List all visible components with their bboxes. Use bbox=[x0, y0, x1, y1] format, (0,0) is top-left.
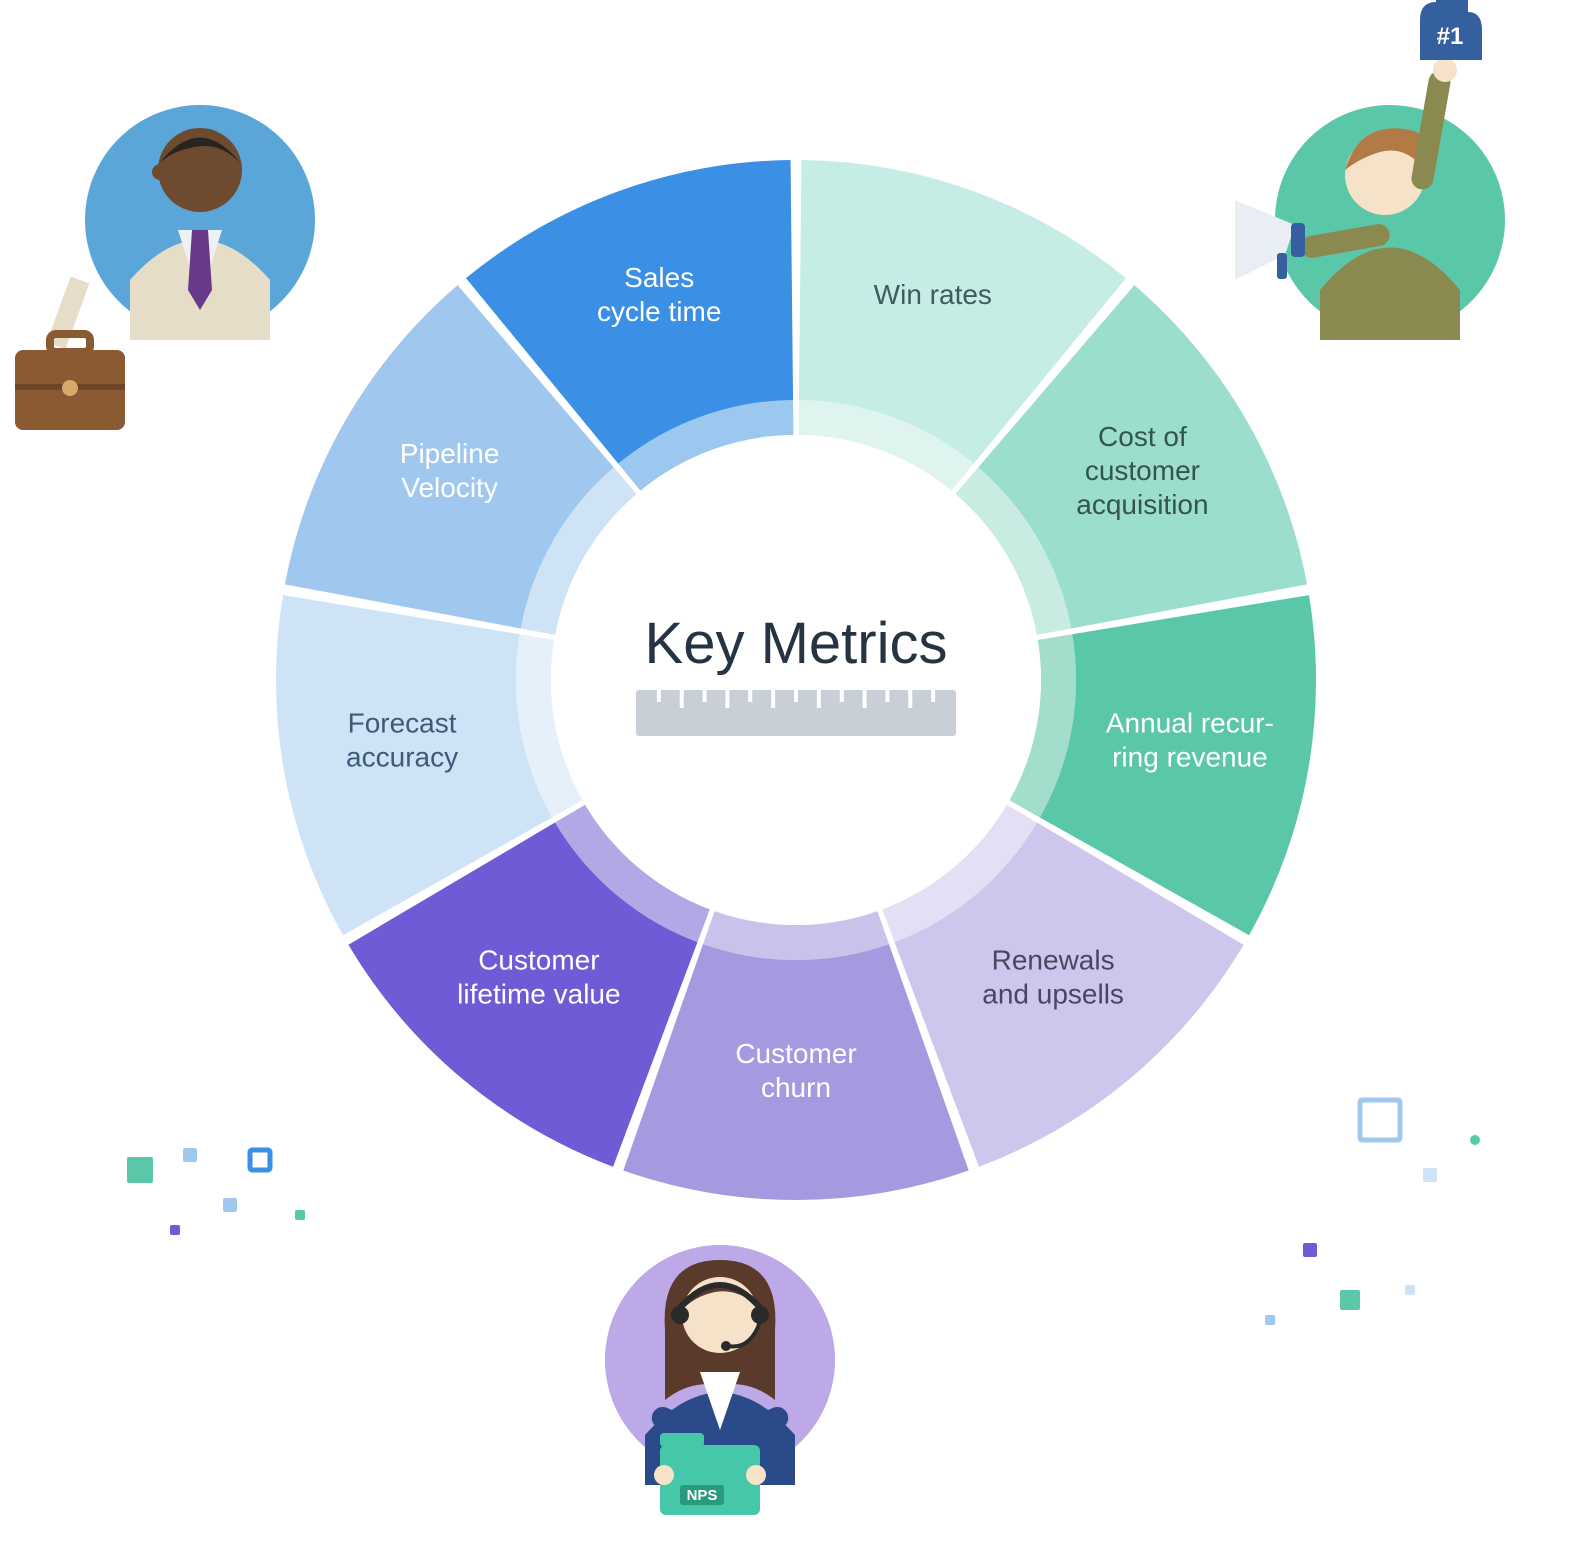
chart-title: Key Metrics bbox=[596, 610, 996, 677]
confetti-square bbox=[1340, 1290, 1360, 1310]
confetti-square bbox=[250, 1150, 270, 1170]
confetti-square bbox=[127, 1157, 153, 1183]
svg-text:NPS: NPS bbox=[687, 1487, 718, 1504]
confetti-square bbox=[1303, 1243, 1317, 1257]
svg-text:#1: #1 bbox=[1437, 23, 1464, 50]
ruler-icon bbox=[636, 690, 956, 736]
donut-segment-label: Win rates bbox=[874, 279, 992, 310]
infographic-stage: Win ratesCost ofcustomeracquisitionAnnua… bbox=[0, 0, 1592, 1552]
avatar-businessman bbox=[15, 105, 315, 430]
avatar-support: NPS bbox=[605, 1245, 835, 1515]
confetti-square bbox=[1423, 1168, 1437, 1182]
confetti-square bbox=[223, 1198, 237, 1212]
confetti-square bbox=[295, 1210, 305, 1220]
confetti-square bbox=[1360, 1100, 1400, 1140]
donut-chart-svg: Win ratesCost ofcustomeracquisitionAnnua… bbox=[0, 0, 1592, 1552]
confetti-square bbox=[183, 1148, 197, 1162]
avatar-megaphone: #1 bbox=[1200, 0, 1505, 340]
confetti-square bbox=[1265, 1315, 1275, 1325]
confetti-square bbox=[170, 1225, 180, 1235]
donut-center bbox=[551, 435, 1041, 925]
confetti-square bbox=[1405, 1285, 1415, 1295]
confetti-dot bbox=[1470, 1135, 1480, 1145]
